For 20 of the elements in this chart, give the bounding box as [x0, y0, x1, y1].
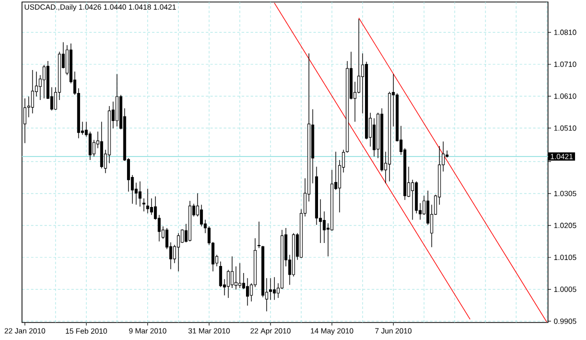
candlestick	[142, 198, 146, 212]
candlestick	[322, 211, 326, 244]
candlestick	[146, 188, 150, 214]
candlestick	[88, 131, 92, 160]
candlestick	[176, 232, 180, 272]
candlestick	[42, 64, 46, 99]
candlestick	[138, 181, 142, 207]
candlestick	[258, 221, 260, 248]
candlestick	[246, 278, 249, 306]
candlestick	[150, 198, 153, 216]
candlestick	[272, 276, 276, 300]
candlestick	[31, 70, 34, 114]
candlestick	[226, 269, 230, 298]
candlestick	[230, 256, 234, 288]
candlestick	[411, 179, 414, 220]
candlestick	[238, 262, 242, 288]
candlestick	[219, 261, 222, 288]
candlestick	[200, 204, 203, 227]
candlestick	[234, 266, 238, 290]
candlestick	[269, 278, 272, 300]
